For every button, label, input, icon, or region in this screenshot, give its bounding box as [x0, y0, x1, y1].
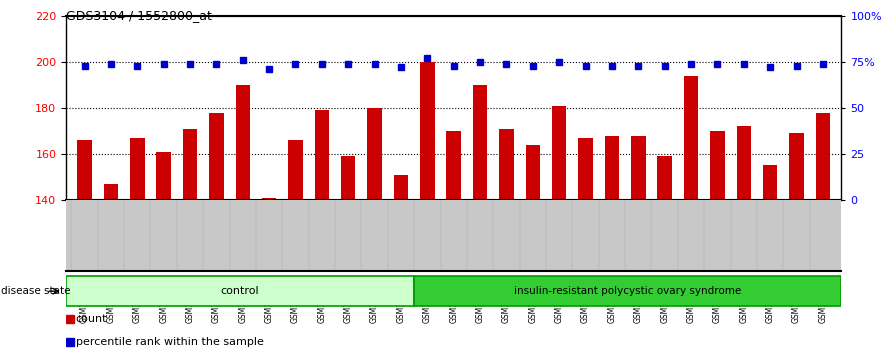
Bar [473, 85, 487, 200]
FancyBboxPatch shape [413, 276, 841, 306]
Bar [182, 129, 197, 200]
Bar [710, 131, 725, 200]
Bar [816, 113, 830, 200]
Text: GDS3104 / 1552800_at: GDS3104 / 1552800_at [66, 9, 212, 22]
Bar [157, 152, 171, 200]
Bar [552, 105, 566, 200]
Text: insulin-resistant polycystic ovary syndrome: insulin-resistant polycystic ovary syndr… [514, 286, 741, 296]
Bar [262, 198, 277, 200]
FancyBboxPatch shape [66, 276, 413, 306]
Bar [315, 110, 329, 200]
Bar [789, 133, 803, 200]
Bar [684, 76, 699, 200]
Bar [500, 129, 514, 200]
Bar [578, 138, 593, 200]
Bar [737, 126, 751, 200]
Bar [78, 140, 92, 200]
Bar [341, 156, 356, 200]
Text: disease state: disease state [1, 286, 70, 296]
Bar [235, 85, 250, 200]
Text: control: control [220, 286, 259, 296]
Bar [631, 136, 646, 200]
Bar [526, 145, 540, 200]
Bar [367, 108, 381, 200]
Bar [130, 138, 144, 200]
Bar [657, 156, 672, 200]
Text: percentile rank within the sample: percentile rank within the sample [76, 337, 263, 348]
Bar [420, 62, 434, 200]
Bar [209, 113, 224, 200]
Bar [604, 136, 619, 200]
Bar [104, 184, 118, 200]
Bar [763, 165, 777, 200]
Text: count: count [76, 314, 107, 325]
Bar [288, 140, 303, 200]
Bar [447, 131, 461, 200]
Bar [394, 175, 408, 200]
